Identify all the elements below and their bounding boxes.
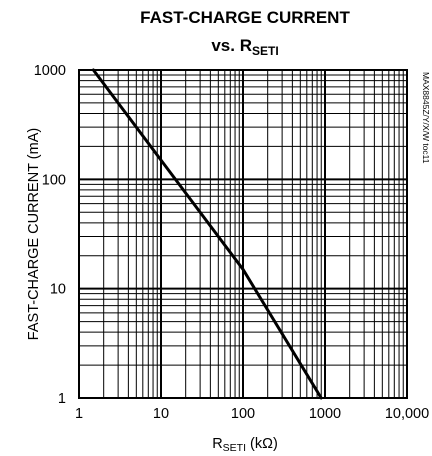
chart-title-line1: FAST-CHARGE CURRENT bbox=[140, 8, 350, 27]
chart-title-line2: vs. RSETI bbox=[211, 36, 278, 58]
side-note: MAX8845Z/Y/X/W toc11 bbox=[421, 72, 431, 164]
x-tick-label: 10 bbox=[153, 406, 169, 422]
plot-frame bbox=[78, 69, 408, 399]
x-tick-label: 1000 bbox=[309, 406, 341, 422]
y-axis-label: FAST-CHARGE CURRENT (mA) bbox=[26, 128, 42, 340]
x-tick-label: 100 bbox=[231, 406, 255, 422]
series-line bbox=[91, 68, 323, 400]
x-tick-label: 1 bbox=[75, 406, 83, 422]
y-tick-label: 1000 bbox=[34, 63, 66, 79]
x-axis-label: RSETI (kΩ) bbox=[212, 436, 278, 454]
tick-labels: 1 10 100 1000 10,000 1 10 100 1000 bbox=[34, 63, 429, 422]
grid bbox=[79, 70, 407, 398]
x-tick-label: 10,000 bbox=[385, 406, 429, 422]
y-tick-label: 10 bbox=[50, 282, 66, 298]
y-tick-label: 1 bbox=[58, 391, 66, 407]
y-tick-label: 100 bbox=[42, 172, 66, 188]
